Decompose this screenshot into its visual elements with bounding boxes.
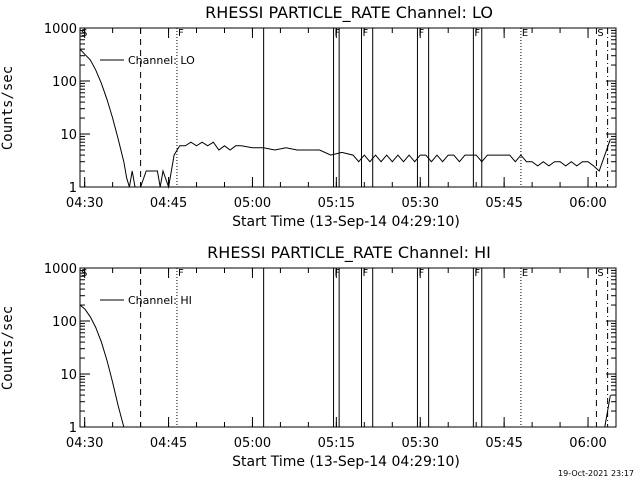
y-tick-label: 1: [69, 181, 77, 196]
x-tick-label: 05:15: [318, 196, 355, 211]
x-tick-label: 04:30: [66, 196, 103, 211]
y-axis-label-lo: Counts/sec: [0, 66, 16, 150]
x-axis-label-hi: Start Time (13-Sep-14 04:29:10): [232, 454, 460, 470]
chart-panel-hi: RHESSI PARTICLE_RATE Channel: HI Counts/…: [0, 243, 617, 470]
event-marker-label: E: [522, 268, 528, 279]
x-tick-label: 05:45: [485, 196, 522, 211]
event-marker-label: F: [418, 28, 424, 39]
y-tick-label: 100: [52, 75, 77, 90]
event-marker-label: F: [363, 28, 369, 39]
x-tick-label: 05:45: [485, 436, 522, 451]
footer-timestamp: 19-Oct-2021 23:17: [558, 469, 634, 478]
event-marker-label: F: [418, 268, 424, 279]
event-marker-label: S: [597, 268, 603, 279]
series-line-lo: [79, 48, 611, 189]
y-tick-label: 10: [60, 128, 77, 143]
chart-title-hi: RHESSI PARTICLE_RATE Channel: HI: [207, 243, 491, 263]
event-marker-label: F: [363, 268, 369, 279]
y-tick-label: 1: [69, 421, 77, 436]
y-tick-label: 1000: [44, 262, 77, 277]
event-marker-label: F: [335, 28, 341, 39]
event-marker-label: E: [522, 28, 528, 39]
event-marker-label: S: [597, 28, 603, 39]
x-tick-label: 05:00: [234, 436, 271, 451]
event-marker-label: S: [81, 268, 87, 279]
x-tick-label: 05:30: [402, 196, 439, 211]
x-tick-label: 05:00: [234, 196, 271, 211]
x-tick-label: 05:15: [318, 436, 355, 451]
y-tick-label: 100: [52, 315, 77, 330]
x-axis-label-lo: Start Time (13-Sep-14 04:29:10): [232, 214, 460, 230]
x-tick-label: 04:45: [150, 436, 187, 451]
chart-title-lo: RHESSI PARTICLE_RATE Channel: LO: [205, 3, 493, 23]
event-marker-label: F: [335, 268, 341, 279]
y-axis-label-hi: Counts/sec: [0, 306, 16, 390]
x-tick-label: 05:30: [402, 436, 439, 451]
y-tick-label: 1000: [44, 22, 77, 37]
y-tick-label: 10: [60, 368, 77, 383]
event-marker-label: S: [81, 28, 87, 39]
x-tick-label: 06:00: [569, 196, 606, 211]
plot-area-hi: 1 10 100 1000 04:30 04:45 05:00 05:15 05:30 05:45…: [44, 262, 617, 451]
event-marker-label: F: [178, 28, 184, 39]
x-tick-label: 04:30: [66, 436, 103, 451]
x-tick-label: 06:00: [569, 436, 606, 451]
legend-label-hi: Channel: HI: [128, 294, 192, 307]
event-marker-label: F: [474, 28, 480, 39]
chart-panel-lo: RHESSI PARTICLE_RATE Channel: LO Counts/…: [0, 3, 617, 230]
series-line-hi: [79, 304, 611, 428]
event-marker-label: F: [474, 268, 480, 279]
legend-label-lo: Channel: LO: [128, 54, 195, 67]
event-marker-label: F: [178, 268, 184, 279]
x-tick-label: 04:45: [150, 196, 187, 211]
plot-area-lo: 1 10 100 1000 04:30 04:45 05:00 05:15 05:30 05:45…: [44, 22, 617, 211]
